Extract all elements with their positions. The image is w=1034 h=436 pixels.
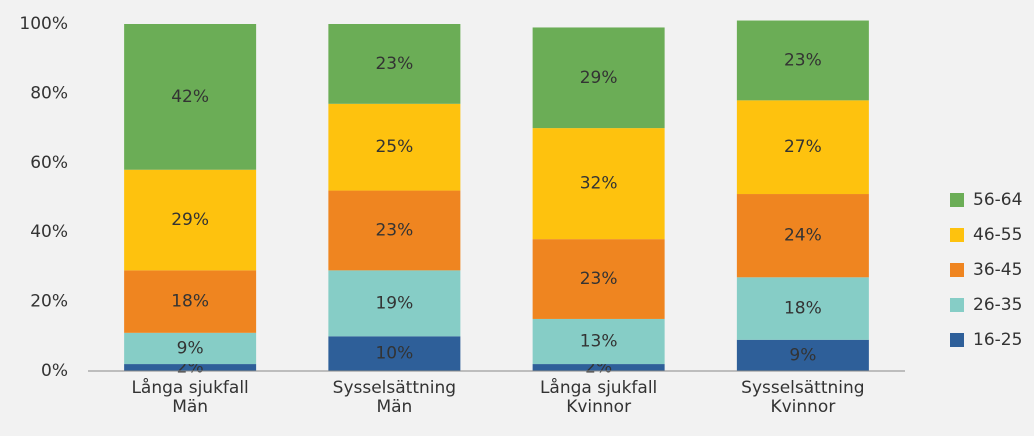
- legend-label: 16-25: [973, 330, 1022, 350]
- y-tick-label: 0%: [41, 361, 68, 381]
- bar-segment: [532, 27, 665, 129]
- value-label: 19%: [375, 293, 413, 313]
- x-tick-label: Kvinnor: [566, 397, 631, 417]
- x-tick-label: Män: [376, 397, 412, 417]
- value-label: 9%: [177, 338, 204, 358]
- value-label: 24%: [784, 226, 822, 246]
- value-label: 42%: [171, 87, 209, 107]
- value-label: 13%: [580, 332, 618, 352]
- value-label: 23%: [375, 54, 413, 74]
- legend-swatch: [950, 298, 964, 312]
- legend-swatch: [950, 193, 964, 207]
- y-tick-label: 40%: [30, 222, 68, 242]
- value-label: 29%: [580, 68, 618, 88]
- legend-label: 36-45: [973, 260, 1022, 280]
- y-tick-label: 100%: [19, 14, 68, 34]
- bar-segment: [328, 270, 461, 337]
- value-label: 32%: [580, 174, 618, 194]
- bar-segment: [124, 332, 257, 365]
- x-tick-label: Sysselsättning: [741, 378, 864, 398]
- bar-segment: [124, 270, 257, 333]
- value-label: 9%: [789, 345, 816, 365]
- bar-segment: [532, 128, 665, 240]
- value-label: 23%: [784, 50, 822, 70]
- bar-segment: [328, 103, 461, 191]
- y-tick-label: 60%: [30, 153, 68, 173]
- legend-label: 26-35: [973, 295, 1022, 315]
- y-tick-label: 20%: [30, 292, 68, 312]
- value-label: 25%: [375, 137, 413, 157]
- legend-swatch: [950, 263, 964, 277]
- x-tick-label: Långa sjukfall: [131, 377, 248, 398]
- bar-segment: [328, 190, 461, 271]
- x-tick-label: Sysselsättning: [333, 378, 456, 398]
- legend-label: 56-64: [973, 190, 1022, 210]
- value-label: 23%: [375, 220, 413, 240]
- bar-segment: [532, 364, 665, 371]
- bar-segment: [124, 169, 257, 271]
- value-label: 18%: [171, 292, 209, 312]
- bar-segment: [328, 24, 461, 104]
- bar-segment: [124, 364, 257, 371]
- bar-segment: [124, 24, 257, 170]
- bar-segment: [328, 336, 461, 371]
- x-tick-label: Kvinnor: [770, 397, 835, 417]
- legend-swatch: [950, 333, 964, 347]
- legend-swatch: [950, 228, 964, 242]
- value-label: 18%: [784, 299, 822, 319]
- bar-segment: [736, 194, 869, 278]
- x-tick-label: Män: [172, 397, 208, 417]
- bar-segment: [736, 100, 869, 195]
- value-label: 23%: [580, 269, 618, 289]
- bar-segment: [532, 318, 665, 365]
- value-label: 27%: [784, 137, 822, 157]
- bar-segment: [736, 20, 869, 101]
- bar-segment: [532, 239, 665, 319]
- y-tick-label: 80%: [30, 83, 68, 103]
- bar-segment: [736, 277, 869, 340]
- value-label: 29%: [171, 210, 209, 230]
- value-label: 10%: [375, 344, 413, 364]
- x-tick-label: Långa sjukfall: [540, 377, 657, 398]
- bar-segment: [736, 339, 869, 371]
- legend-label: 46-55: [973, 225, 1022, 245]
